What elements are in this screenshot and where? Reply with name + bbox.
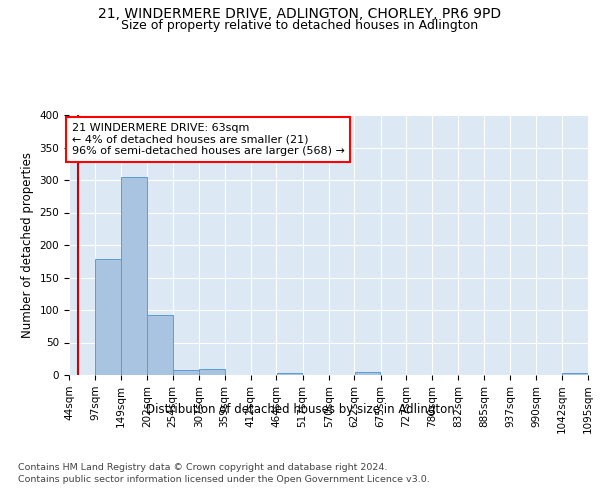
- Bar: [562, 373, 588, 375]
- Bar: [121, 177, 147, 375]
- Bar: [277, 373, 302, 375]
- Bar: [199, 369, 225, 375]
- Y-axis label: Number of detached properties: Number of detached properties: [21, 152, 34, 338]
- Text: Contains public sector information licensed under the Open Government Licence v3: Contains public sector information licen…: [18, 475, 430, 484]
- Text: Distribution of detached houses by size in Adlington: Distribution of detached houses by size …: [146, 402, 454, 415]
- Bar: [355, 372, 380, 375]
- Text: Contains HM Land Registry data © Crown copyright and database right 2024.: Contains HM Land Registry data © Crown c…: [18, 462, 388, 471]
- Text: 21 WINDERMERE DRIVE: 63sqm
← 4% of detached houses are smaller (21)
96% of semi-: 21 WINDERMERE DRIVE: 63sqm ← 4% of detac…: [71, 123, 344, 156]
- Bar: [147, 314, 173, 375]
- Text: Size of property relative to detached houses in Adlington: Size of property relative to detached ho…: [121, 19, 479, 32]
- Bar: [95, 260, 121, 375]
- Text: 21, WINDERMERE DRIVE, ADLINGTON, CHORLEY, PR6 9PD: 21, WINDERMERE DRIVE, ADLINGTON, CHORLEY…: [98, 8, 502, 22]
- Bar: [173, 370, 199, 375]
